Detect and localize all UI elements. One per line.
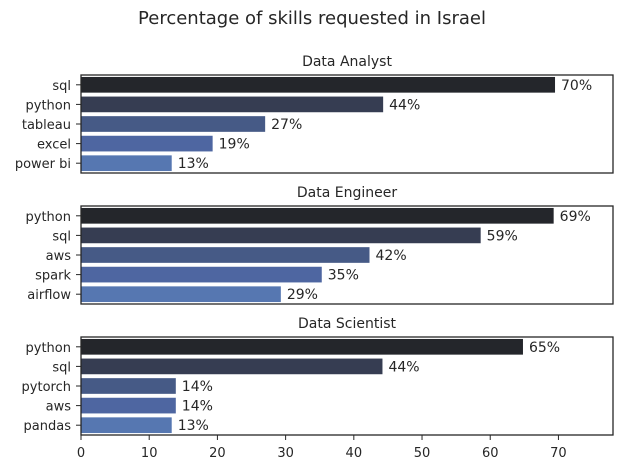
- x-tick-label: 20: [209, 446, 226, 461]
- category-label: airflow: [27, 288, 71, 303]
- bar: [81, 358, 383, 375]
- x-tick-label: 0: [77, 446, 85, 461]
- category-label: spark: [35, 269, 71, 284]
- category-label: pandas: [24, 419, 72, 434]
- bar: [81, 378, 176, 394]
- bar: [81, 247, 370, 263]
- bar: [81, 96, 384, 113]
- category-label: python: [26, 98, 71, 113]
- x-axis: 0 10 20 30 40 50 60 70: [77, 435, 567, 461]
- value-label: 69%: [560, 209, 591, 225]
- category-label: excel: [37, 138, 71, 153]
- value-label: 65%: [529, 340, 560, 356]
- bar: [81, 76, 556, 93]
- bar: [81, 266, 322, 283]
- value-label: 59%: [487, 228, 518, 244]
- bar: [81, 135, 213, 152]
- value-label: 44%: [389, 97, 420, 113]
- panel-subtitle: Data Scientist: [298, 316, 397, 332]
- x-tick-label: 30: [277, 446, 294, 461]
- value-label: 27%: [271, 117, 302, 133]
- bar: [81, 338, 523, 355]
- category-label: power bi: [15, 157, 71, 172]
- bar: [81, 116, 266, 132]
- panel-frame: [80, 205, 614, 305]
- bar: [81, 286, 281, 303]
- category-label: pytorch: [22, 380, 71, 395]
- value-label: 14%: [182, 379, 213, 395]
- panel-2: Data Scientist python 65% sql 44% pytorch 14% a…: [22, 316, 614, 436]
- panels-group: Data Analyst sql 70% python 44% tableau 27% exc…: [15, 54, 614, 436]
- bar: [81, 397, 176, 414]
- panel-1: Data Engineer python 69% sql 59% aws 42% spark 3…: [26, 185, 614, 305]
- value-label: 42%: [376, 248, 407, 264]
- bar: [81, 227, 481, 244]
- chart-title: Percentage of skills requested in Israel: [138, 8, 486, 29]
- x-tick-label: 50: [414, 446, 431, 461]
- panel-subtitle: Data Engineer: [297, 185, 397, 201]
- category-label: sql: [52, 229, 71, 244]
- panel-0: Data Analyst sql 70% python 44% tableau 27% exc…: [15, 54, 614, 174]
- value-label: 70%: [561, 78, 592, 94]
- value-label: 14%: [182, 399, 213, 415]
- category-label: python: [26, 341, 71, 356]
- bar: [81, 155, 172, 172]
- panel-subtitle: Data Analyst: [302, 54, 392, 70]
- value-label: 13%: [178, 156, 209, 172]
- value-label: 44%: [388, 359, 419, 375]
- panel-frame: [80, 74, 614, 174]
- category-label: sql: [52, 360, 71, 375]
- panel-frame: [80, 336, 614, 436]
- category-label: python: [26, 210, 71, 225]
- x-tick-label: 40: [346, 446, 363, 461]
- category-label: sql: [52, 79, 71, 94]
- value-label: 35%: [328, 268, 359, 284]
- x-tick-label: 60: [482, 446, 499, 461]
- bar: [81, 417, 172, 434]
- value-label: 19%: [219, 137, 250, 153]
- bar: [81, 207, 554, 224]
- category-label: aws: [46, 400, 72, 415]
- value-label: 13%: [178, 418, 209, 434]
- category-label: aws: [46, 249, 72, 264]
- x-tick-label: 70: [550, 446, 567, 461]
- x-tick-label: 10: [141, 446, 158, 461]
- category-label: tableau: [22, 118, 71, 133]
- value-label: 29%: [287, 287, 318, 303]
